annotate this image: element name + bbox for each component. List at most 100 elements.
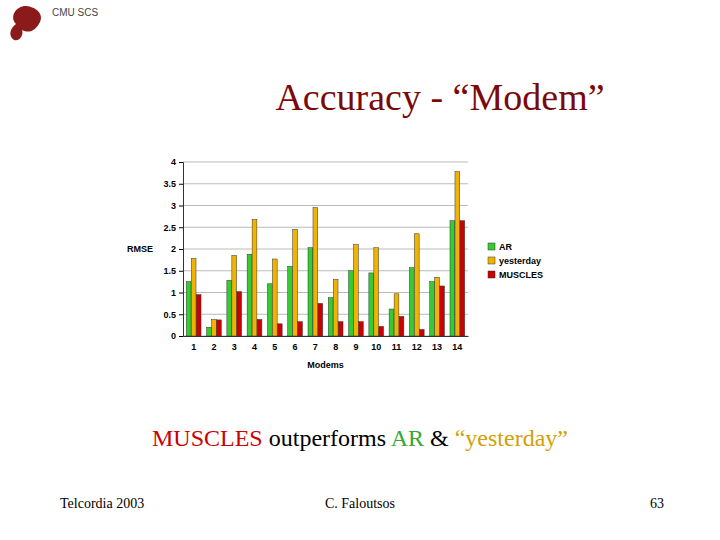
tick-label: 2 bbox=[211, 342, 216, 352]
caption: MUSCLES outperforms AR & “yesterday” bbox=[152, 425, 568, 451]
tick-label: 6 bbox=[293, 342, 298, 352]
legend-label: MUSCLES bbox=[499, 270, 543, 280]
bar bbox=[308, 248, 313, 336]
tick-mark bbox=[179, 336, 183, 337]
legend: AR yesterday MUSCLES bbox=[488, 242, 543, 280]
tick-mark bbox=[179, 271, 183, 272]
footer-center: C. Faloutsos bbox=[325, 496, 395, 511]
tick: 13 bbox=[432, 336, 442, 352]
grid-line bbox=[183, 249, 468, 250]
bar bbox=[267, 284, 272, 336]
axis-line bbox=[184, 336, 469, 337]
legend-swatch bbox=[488, 257, 495, 264]
tick-mark bbox=[179, 314, 183, 315]
bar bbox=[196, 295, 201, 336]
caption-part: “yesterday” bbox=[455, 425, 568, 451]
tick: 4 bbox=[171, 157, 183, 167]
tick: 3.5 bbox=[163, 179, 183, 189]
footer-right: 63 bbox=[650, 496, 664, 511]
tick: 12 bbox=[412, 336, 422, 352]
grid bbox=[183, 162, 468, 336]
bar bbox=[409, 268, 414, 336]
tick-label: 3.5 bbox=[163, 179, 176, 189]
tick-mark bbox=[179, 184, 183, 185]
logo bbox=[10, 6, 41, 40]
caption-part: & bbox=[424, 425, 455, 451]
bar bbox=[460, 221, 465, 336]
grid-line bbox=[183, 270, 468, 271]
tick-label: 11 bbox=[392, 342, 402, 352]
bar bbox=[237, 292, 242, 336]
bar bbox=[450, 221, 455, 336]
tick-label: 0 bbox=[171, 331, 176, 341]
grid-line bbox=[183, 205, 468, 206]
tick-mark bbox=[179, 227, 183, 228]
tick-label: 1 bbox=[171, 288, 176, 298]
bar bbox=[288, 266, 293, 336]
bar bbox=[328, 298, 333, 336]
bar bbox=[419, 329, 424, 336]
logo-shape bbox=[10, 6, 41, 40]
grid-line bbox=[183, 336, 468, 337]
bar bbox=[399, 316, 404, 336]
tick-label: 2.5 bbox=[163, 223, 176, 233]
tick: 9 bbox=[353, 336, 358, 352]
bar bbox=[232, 256, 237, 336]
tick: 3 bbox=[232, 336, 237, 352]
tick: 4 bbox=[252, 336, 257, 352]
tick-label: 3 bbox=[232, 342, 237, 352]
y-axis: 00.511.522.533.54 bbox=[163, 157, 183, 341]
tick: 8 bbox=[333, 336, 338, 352]
bar bbox=[252, 219, 257, 336]
footer-left: Telcordia 2003 bbox=[60, 496, 144, 511]
tick-mark bbox=[179, 249, 183, 250]
bar bbox=[359, 322, 364, 336]
tick-mark bbox=[179, 162, 183, 163]
tick-label: 7 bbox=[313, 342, 318, 352]
tick: 1 bbox=[171, 288, 183, 298]
bar bbox=[298, 322, 303, 336]
slide: CMU SCSAccuracy - “Modem”00.511.522.533.… bbox=[0, 0, 720, 540]
bar bbox=[394, 294, 399, 336]
tick-mark bbox=[179, 293, 183, 294]
bar bbox=[435, 277, 440, 336]
tick-label: 4 bbox=[171, 157, 176, 167]
legend-label: yesterday bbox=[499, 256, 541, 266]
bar bbox=[389, 309, 394, 336]
bars bbox=[186, 172, 464, 336]
x-axis: 1234567891011121314 bbox=[184, 336, 469, 352]
header: CMU SCS bbox=[52, 7, 98, 18]
tick: 2 bbox=[171, 244, 183, 254]
title: Accuracy - “Modem” bbox=[275, 76, 604, 118]
bar bbox=[186, 282, 191, 336]
bar bbox=[379, 326, 384, 336]
grid-line bbox=[183, 292, 468, 293]
tick-label: 0.5 bbox=[163, 310, 176, 320]
tick: 3 bbox=[171, 201, 183, 211]
bar bbox=[293, 229, 298, 336]
tick-label: 4 bbox=[252, 342, 257, 352]
bar bbox=[277, 324, 282, 336]
tick: 7 bbox=[313, 336, 318, 352]
bar bbox=[430, 282, 435, 336]
axis-line bbox=[179, 163, 184, 337]
bar bbox=[338, 322, 343, 336]
tick-mark bbox=[179, 206, 183, 207]
tick-label: 12 bbox=[412, 342, 422, 352]
tick-label: 1 bbox=[191, 342, 196, 352]
tick-label: 13 bbox=[432, 342, 442, 352]
bar bbox=[318, 303, 323, 336]
bar bbox=[333, 279, 338, 336]
bar bbox=[257, 319, 262, 336]
bar bbox=[247, 254, 252, 336]
bar bbox=[414, 234, 419, 336]
bar bbox=[440, 286, 445, 336]
legend-label: AR bbox=[499, 242, 512, 252]
tick: 10 bbox=[371, 336, 381, 352]
tick-label: 2 bbox=[171, 244, 176, 254]
caption-part: outperforms bbox=[263, 425, 391, 451]
tick-label: 8 bbox=[333, 342, 338, 352]
bar bbox=[313, 208, 318, 336]
bar bbox=[207, 327, 212, 336]
bar bbox=[191, 259, 196, 336]
